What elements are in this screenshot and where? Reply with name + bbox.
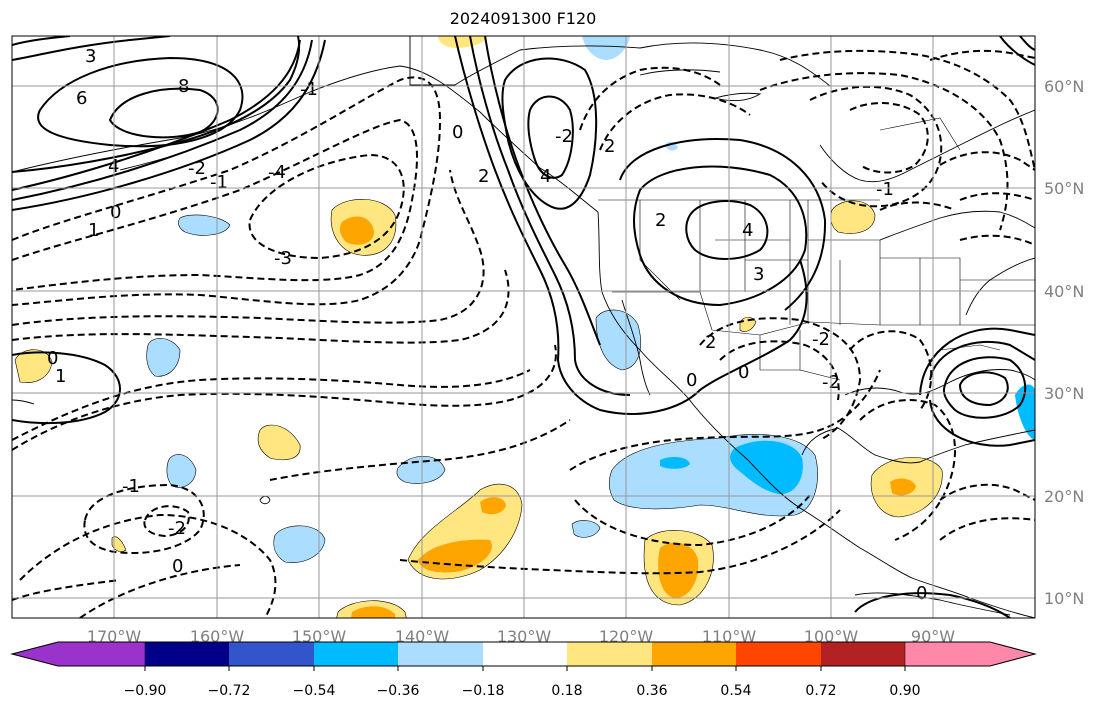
map-panel: 3 6 8 4 1 0 -1 -2 -3 -4 0 -1 1 0 -1 -2 0… [11,35,1036,619]
lon-label: 140°W [394,627,450,646]
colorbar-segment [314,642,398,666]
colorbar-tick-label: 0.36 [636,683,668,699]
gridlines [12,36,1035,618]
lon-label: 170°W [86,627,142,646]
contour-label: 1 [88,220,99,241]
lat-label: 60°N [1044,77,1085,96]
colorbar-segment [398,642,483,666]
colorbar-tick-label: −0.54 [292,683,336,699]
contour-label: -1 [300,79,318,100]
shade-negative [571,520,601,538]
colorbar-tick-label: −0.18 [461,683,505,699]
contour-label: 0 [452,122,463,143]
contour-label: -1 [210,172,228,193]
lon-label: 150°W [291,627,347,646]
shade-negative [166,454,197,488]
contour-label: 2 [655,210,666,231]
contour-label: 0 [110,202,121,223]
lon-label: 110°W [701,627,757,646]
lat-label: 10°N [1044,589,1085,608]
lon-label: 120°W [598,627,654,646]
shade-negative [146,338,181,377]
lon-label: 160°W [189,627,245,646]
colorbar-segment [229,642,314,666]
contour-label: 2 [604,136,615,157]
contour-label: -2 [168,518,186,539]
contour-label: 0 [738,362,749,383]
shade-positive [830,200,876,234]
lat-label: 50°N [1044,179,1085,198]
contour-label: -2 [812,329,830,350]
shade-positive-core [890,478,916,496]
colorbar-segment [567,642,652,666]
colorbar-tick-label: 0.18 [551,683,583,699]
contour-label: 0 [916,583,927,604]
shade-positive [739,316,757,332]
lat-label: 30°N [1044,384,1085,403]
contour-label: 3 [85,46,96,67]
colorbar-tick-label: 0.54 [720,683,752,699]
contour-label: 6 [76,88,87,109]
chart-title: 2024091300 F120 [449,9,597,28]
contour-label: -1 [122,476,140,497]
contour-label: 0 [47,348,58,369]
shade-negative [595,309,642,371]
colorbar-tick-label: −0.90 [123,683,167,699]
shade-positive-core [339,216,374,245]
colorbar-tick-label: −0.72 [207,683,251,699]
contour-label: -2 [555,126,573,147]
colorbar-segment [652,642,736,666]
contour-label: 0 [172,556,183,577]
colorbar-segment [736,642,821,666]
contour-label: 1 [55,366,66,387]
colorbar-tick-label: −0.36 [376,683,420,699]
shade-positive [438,36,488,48]
contour-label: -3 [274,248,292,269]
contour-label: 0 [686,370,697,391]
shade-positive-core [658,542,699,598]
shade-positive-core [480,497,506,515]
contour-label: -2 [188,158,206,179]
map-frame [11,35,1036,619]
contours-dashed [12,49,1035,618]
contour-label: 3 [753,264,764,285]
contour-label: -4 [268,162,286,183]
shade-negative [582,36,630,60]
shade-positive [14,349,53,383]
coastlines [12,36,1035,618]
shade-positive-core [351,606,395,618]
shade-negative-core [660,456,690,469]
colorbar-segment [821,642,905,666]
state-borders [598,117,1035,381]
contour-label: 4 [742,220,753,241]
contour-label: 4 [540,166,551,187]
shade-positive [257,424,301,461]
contour-label: 2 [478,166,489,187]
shade-negative [273,525,326,563]
contour-label: -1 [876,179,894,200]
shade-negative-core [730,440,803,495]
colorbar-tick-label: 0.90 [889,683,921,699]
lon-label: 100°W [803,627,859,646]
contour-label: 2 [705,332,716,353]
colorbar-segment [11,641,146,667]
lat-label: 20°N [1044,487,1085,506]
contours-solid [12,36,1035,618]
colorbar [10,641,1037,671]
colorbar-segment [904,641,1036,667]
lon-label: 130°W [496,627,552,646]
colorbar-segment [483,642,567,666]
lon-label: 90°W [910,627,956,646]
colorbar-segment [145,642,229,666]
lat-label: 40°N [1044,282,1085,301]
shade-negative [1015,384,1035,440]
colorbar-tick-label: 0.72 [805,683,837,699]
